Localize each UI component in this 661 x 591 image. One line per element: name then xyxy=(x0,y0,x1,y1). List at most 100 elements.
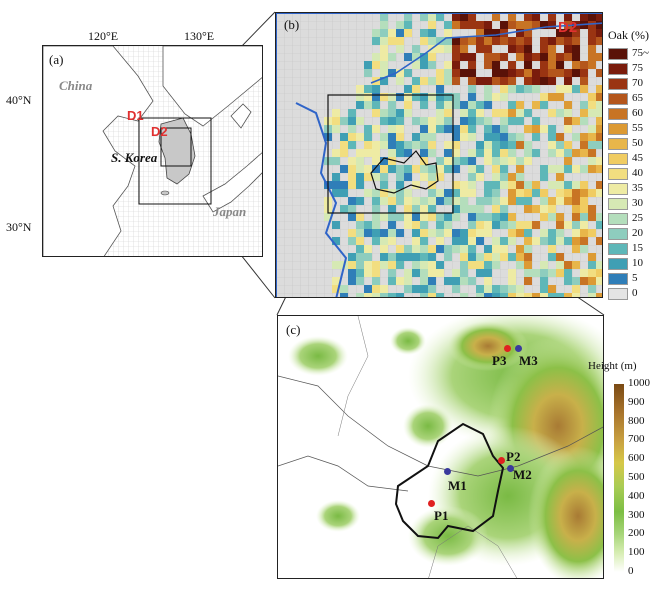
oak-grid-cell xyxy=(460,253,468,261)
oak-grid-cell xyxy=(428,189,436,197)
oak-grid-cell xyxy=(364,93,372,101)
oak-grid-cell xyxy=(500,125,508,133)
oak-grid-cell xyxy=(468,101,476,109)
oak-grid-cell xyxy=(364,165,372,173)
oak-grid-cell xyxy=(508,173,516,181)
oak-grid-cell xyxy=(564,221,572,229)
oak-grid-cell xyxy=(436,197,444,205)
oak-grid-cell xyxy=(460,261,468,269)
oak-grid-cell xyxy=(580,69,588,77)
oak-grid-cell xyxy=(516,69,524,77)
oak-grid-cell xyxy=(588,45,596,53)
oak-grid-cell xyxy=(508,37,516,45)
oak-grid-cell xyxy=(508,285,516,293)
oak-grid-cell xyxy=(556,53,564,61)
oak-grid-cell xyxy=(500,21,508,29)
oak-grid-cell xyxy=(468,181,476,189)
oak-grid-cell xyxy=(548,37,556,45)
oak-grid-cell xyxy=(436,157,444,165)
oak-grid-cell xyxy=(588,21,596,29)
oak-grid-cell xyxy=(412,45,420,53)
oak-grid-cell xyxy=(500,53,508,61)
oak-grid-cell xyxy=(524,205,532,213)
oak-grid-cell xyxy=(548,13,556,21)
oak-grid-cell xyxy=(396,261,404,269)
oak-grid-cell xyxy=(492,293,500,297)
oak-grid-cell xyxy=(468,261,476,269)
oak-grid-cell xyxy=(396,253,404,261)
oak-grid-cell xyxy=(404,13,412,21)
oak-grid-cell xyxy=(524,269,532,277)
oak-grid-cell xyxy=(348,173,356,181)
oak-grid-cell xyxy=(396,149,404,157)
oak-grid-cell xyxy=(492,205,500,213)
oak-grid-cell xyxy=(476,101,484,109)
oak-grid-cell xyxy=(572,69,580,77)
oak-grid-cell xyxy=(428,53,436,61)
oak-grid-cell xyxy=(516,245,524,253)
oak-grid-cell xyxy=(508,197,516,205)
oak-grid-cell xyxy=(412,181,420,189)
oak-grid-cell xyxy=(476,165,484,173)
oak-grid-cell xyxy=(436,109,444,117)
oak-grid-cell xyxy=(508,229,516,237)
oak-grid-cell xyxy=(364,229,372,237)
oak-grid-cell xyxy=(564,117,572,125)
oak-grid-cell xyxy=(452,21,460,29)
oak-grid-cell xyxy=(364,133,372,141)
oak-grid-cell xyxy=(476,149,484,157)
oak-grid-cell xyxy=(348,237,356,245)
oak-grid-cell xyxy=(404,277,412,285)
oak-grid-cell xyxy=(580,109,588,117)
oak-grid-cell xyxy=(420,229,428,237)
oak-grid-cell xyxy=(348,277,356,285)
oak-grid-cell xyxy=(492,189,500,197)
oak-grid-cell xyxy=(572,245,580,253)
oak-grid-cell xyxy=(516,165,524,173)
oak-grid-cell xyxy=(588,165,596,173)
oak-grid-cell xyxy=(516,133,524,141)
oak-grid-cell xyxy=(556,181,564,189)
oak-grid-cell xyxy=(388,237,396,245)
panel-b-label: (b) xyxy=(284,17,300,32)
oak-grid-cell xyxy=(340,189,348,197)
oak-grid-cell xyxy=(548,253,556,261)
oak-grid-cell xyxy=(556,189,564,197)
oak-grid-cell xyxy=(540,205,548,213)
oak-grid-cell xyxy=(500,93,508,101)
d2-domain-box xyxy=(160,127,192,167)
oak-grid-cell xyxy=(436,173,444,181)
oak-grid-cell xyxy=(508,149,516,157)
oak-grid-cell xyxy=(548,53,556,61)
oak-grid-cell xyxy=(556,133,564,141)
oak-grid-cell xyxy=(396,213,404,221)
oak-grid-cell xyxy=(508,133,516,141)
oak-grid-cell xyxy=(516,285,524,293)
oak-grid-cell xyxy=(364,85,372,93)
oak-grid-cell xyxy=(556,293,564,297)
oak-legend-label: 45 xyxy=(632,152,643,164)
oak-grid-cell xyxy=(468,237,476,245)
oak-grid-cell xyxy=(580,149,588,157)
oak-grid-cell xyxy=(508,45,516,53)
lat-tick-30: 30°N xyxy=(6,220,32,234)
oak-grid-cell xyxy=(484,157,492,165)
oak-grid-cell xyxy=(388,109,396,117)
oak-legend-swatch xyxy=(608,93,628,105)
oak-grid-cell xyxy=(420,93,428,101)
oak-grid-cell xyxy=(492,221,500,229)
oak-grid-cell xyxy=(428,205,436,213)
oak-grid-cell xyxy=(444,277,452,285)
oak-grid-cell xyxy=(524,109,532,117)
oak-grid-cell xyxy=(564,157,572,165)
oak-grid-cell xyxy=(476,141,484,149)
oak-legend-swatch xyxy=(608,48,628,60)
oak-grid-cell xyxy=(492,109,500,117)
oak-legend-label: 10 xyxy=(632,257,643,269)
oak-grid-cell xyxy=(404,141,412,149)
oak-grid-cell xyxy=(444,117,452,125)
oak-grid-cell xyxy=(372,269,380,277)
oak-grid-cell xyxy=(564,149,572,157)
oak-grid-cell xyxy=(484,261,492,269)
oak-grid-cell xyxy=(572,53,580,61)
